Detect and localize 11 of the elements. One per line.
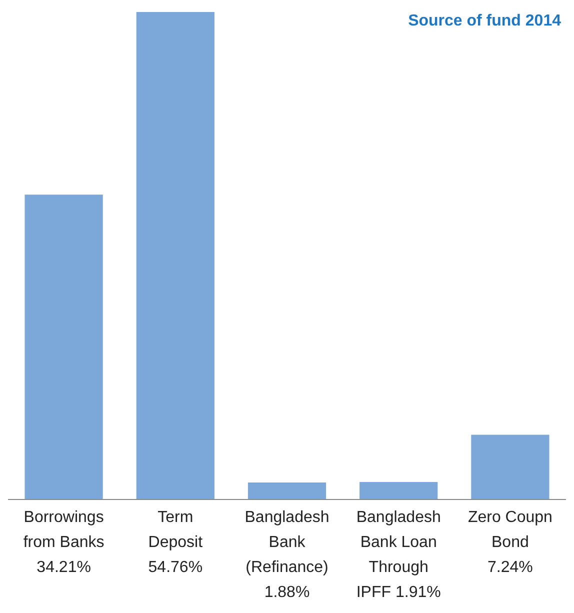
bar xyxy=(24,194,103,499)
bar xyxy=(471,434,550,499)
bar xyxy=(136,12,214,499)
chart-title: Source of fund 2014 xyxy=(408,12,562,30)
bar xyxy=(360,482,438,499)
x-tick-label: Bangladesh Bank (Refinance) 1.88% xyxy=(244,509,330,601)
x-tick-label: Borrowings from Banks 34.21% xyxy=(23,509,104,576)
x-tick-label: Term Deposit 54.76% xyxy=(148,509,204,576)
x-tick-label: Zero Coupn Bond 7.24% xyxy=(468,509,552,576)
bar xyxy=(248,482,326,499)
x-tick-label: Bangladesh Bank Loan Through IPFF 1.91% xyxy=(356,509,441,601)
